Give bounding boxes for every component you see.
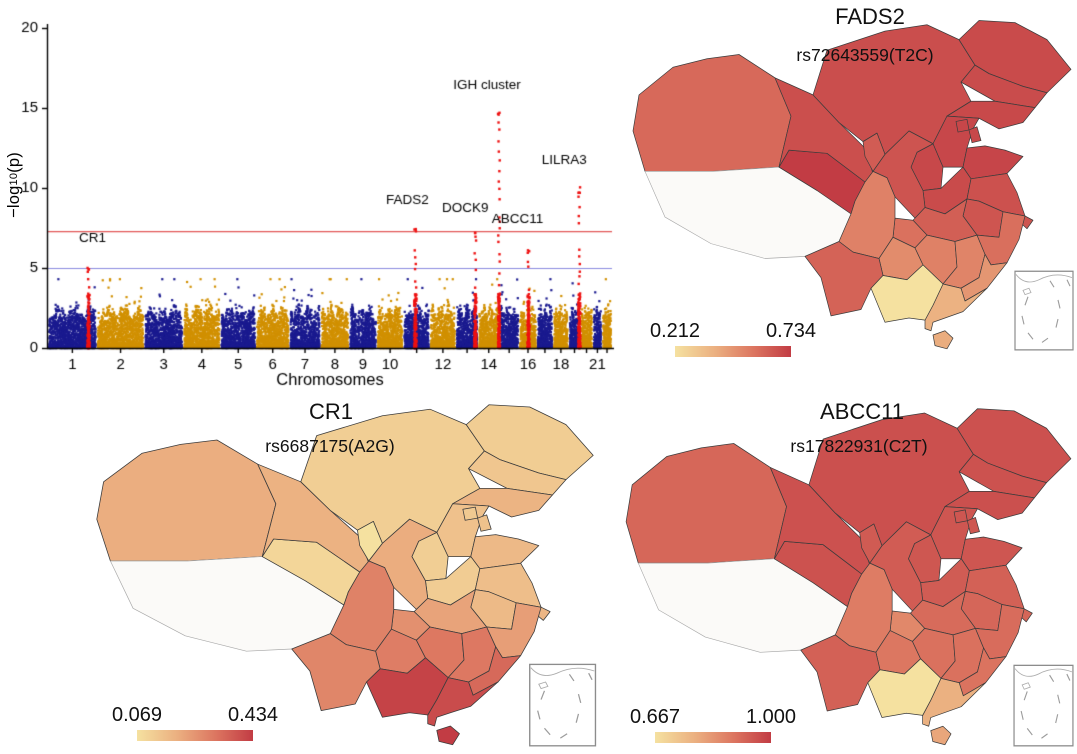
allele-frequency-colorbar-cr1: 0.069 0.434	[112, 704, 278, 744]
province-xinjiang	[96, 439, 277, 562]
colorbar-gradient	[137, 730, 253, 741]
colorbar-max-label: 0.434	[227, 704, 279, 726]
province-xinjiang	[625, 443, 787, 564]
china-choropleth-map-abcc11	[625, 408, 1074, 747]
china-choropleth-map-cr1	[96, 404, 597, 747]
province-beijing	[953, 509, 968, 524]
south-china-sea-inset	[1013, 664, 1074, 747]
province-xinjiang	[632, 54, 792, 172]
province-yunnan	[804, 241, 884, 317]
allele-frequency-colorbar-fads2: 0.212 0.734	[650, 320, 816, 360]
south-china-sea-inset	[529, 663, 597, 747]
map-panel-cr1: CR1 rs6687175(A2G) 0.069 0.434	[90, 390, 610, 754]
province-shandong	[470, 534, 540, 570]
province-shandong	[960, 536, 1023, 572]
province-hainan	[930, 725, 952, 746]
y-axis-label-tail: (p)	[4, 152, 23, 173]
map-subtitle-fads2: rs72643559(T2C)	[796, 45, 934, 65]
china-choropleth-map-fads2	[632, 20, 1074, 351]
y-axis-label-main: −log	[4, 185, 23, 218]
map-subtitle-cr1: rs6687175(A2G)	[265, 436, 395, 456]
province-beijing	[462, 506, 478, 521]
province-hainan	[436, 725, 460, 746]
map-panel-fads2: FADS2 rs72643559(T2C) 0.212 0.734	[627, 0, 1077, 392]
colorbar-min-label: 0.667	[629, 706, 681, 728]
province-tianjin	[966, 517, 980, 535]
province-tianjin	[968, 126, 982, 144]
colorbar-gradient	[675, 346, 791, 357]
map-title-cr1: CR1	[308, 399, 354, 424]
map-title-fads2: FADS2	[835, 4, 905, 29]
province-hainan	[932, 330, 954, 350]
map-title-abcc11: ABCC11	[820, 399, 904, 424]
province-liaoning	[946, 100, 1036, 130]
allele-frequency-colorbar-abcc11: 0.667 1.000	[630, 706, 796, 746]
colorbar-gradient	[655, 732, 771, 743]
manhattan-plot-canvas	[0, 0, 620, 395]
province-yunnan	[291, 633, 381, 711]
y-axis-label: −log 10 (p)	[3, 125, 25, 245]
y-axis-label-subscript: 10	[7, 172, 20, 186]
province-tianjin	[477, 514, 492, 532]
south-china-sea-inset	[1014, 270, 1074, 351]
map-subtitle-abcc11: rs17822931(C2T)	[790, 436, 928, 456]
province-guangxi	[867, 658, 942, 718]
colorbar-max-label: 0.734	[765, 320, 817, 342]
province-liaoning	[452, 488, 553, 518]
map-panel-abcc11: ABCC11 rs17822931(C2T) 0.667 1.000	[620, 390, 1077, 754]
colorbar-max-label: 1.000	[745, 706, 797, 728]
province-yunnan	[800, 634, 881, 712]
manhattan-panel: −log 10 (p)	[0, 0, 620, 395]
province-guangxi	[870, 264, 944, 323]
colorbar-min-label: 0.212	[649, 320, 701, 342]
province-guangxi	[366, 657, 449, 718]
province-liaoning	[944, 490, 1035, 521]
province-beijing	[955, 118, 970, 133]
province-shandong	[962, 145, 1024, 180]
colorbar-min-label: 0.069	[111, 704, 163, 726]
